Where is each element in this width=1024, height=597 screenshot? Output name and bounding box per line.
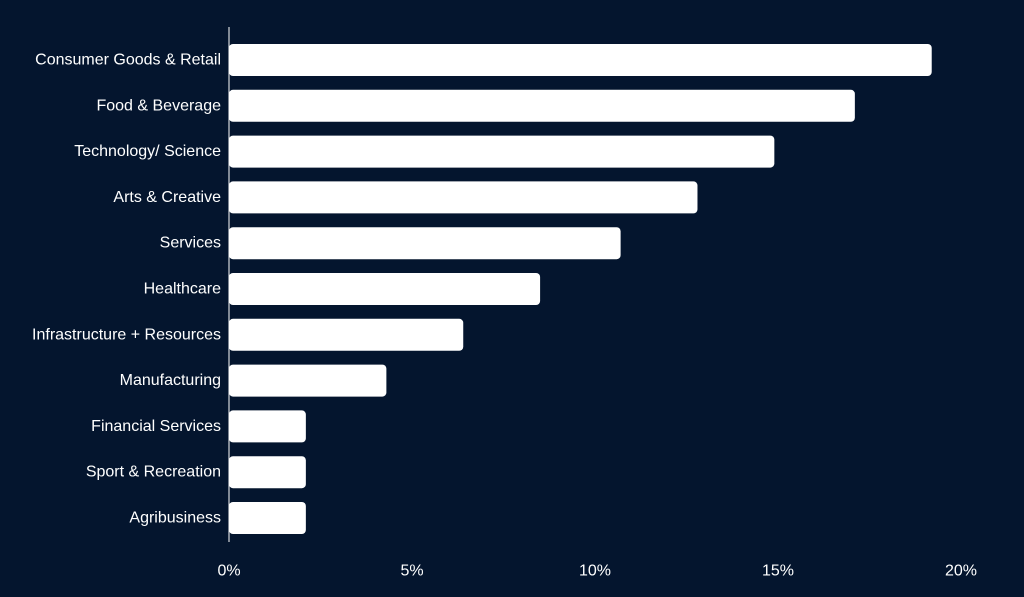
category-label: Agribusiness bbox=[129, 510, 221, 527]
category-label: Healthcare bbox=[144, 281, 221, 298]
x-tick-label: 10% bbox=[579, 563, 611, 580]
category-label: Sport & Recreation bbox=[86, 464, 221, 481]
category-label: Technology/ Science bbox=[74, 143, 221, 160]
category-label: Consumer Goods & Retail bbox=[35, 52, 221, 69]
category-labels: Consumer Goods & Retail Food & Beverage Te… bbox=[32, 52, 221, 527]
bars-group bbox=[229, 44, 932, 534]
bar bbox=[229, 227, 621, 260]
bar bbox=[229, 89, 855, 122]
bar bbox=[229, 364, 387, 397]
category-label: Infrastructure + Resources bbox=[32, 326, 221, 343]
bar bbox=[229, 502, 306, 534]
category-label: Food & Beverage bbox=[96, 97, 221, 114]
category-label: Manufacturing bbox=[120, 372, 221, 389]
x-tick-label: 5% bbox=[400, 563, 423, 580]
x-tick-labels: 0% 5% 10% 15% 20% bbox=[217, 563, 977, 580]
bar bbox=[229, 318, 464, 351]
bar bbox=[229, 410, 306, 443]
category-label: Arts & Creative bbox=[113, 189, 221, 206]
category-label: Financial Services bbox=[91, 418, 221, 435]
x-tick-label: 15% bbox=[762, 563, 794, 580]
x-tick-label: 20% bbox=[945, 563, 977, 580]
bar bbox=[229, 273, 541, 305]
bar bbox=[229, 44, 932, 76]
bar bbox=[229, 456, 306, 489]
bar bbox=[229, 135, 775, 168]
bar bbox=[229, 181, 698, 214]
x-tick-label: 0% bbox=[217, 563, 240, 580]
category-label: Services bbox=[160, 235, 221, 252]
